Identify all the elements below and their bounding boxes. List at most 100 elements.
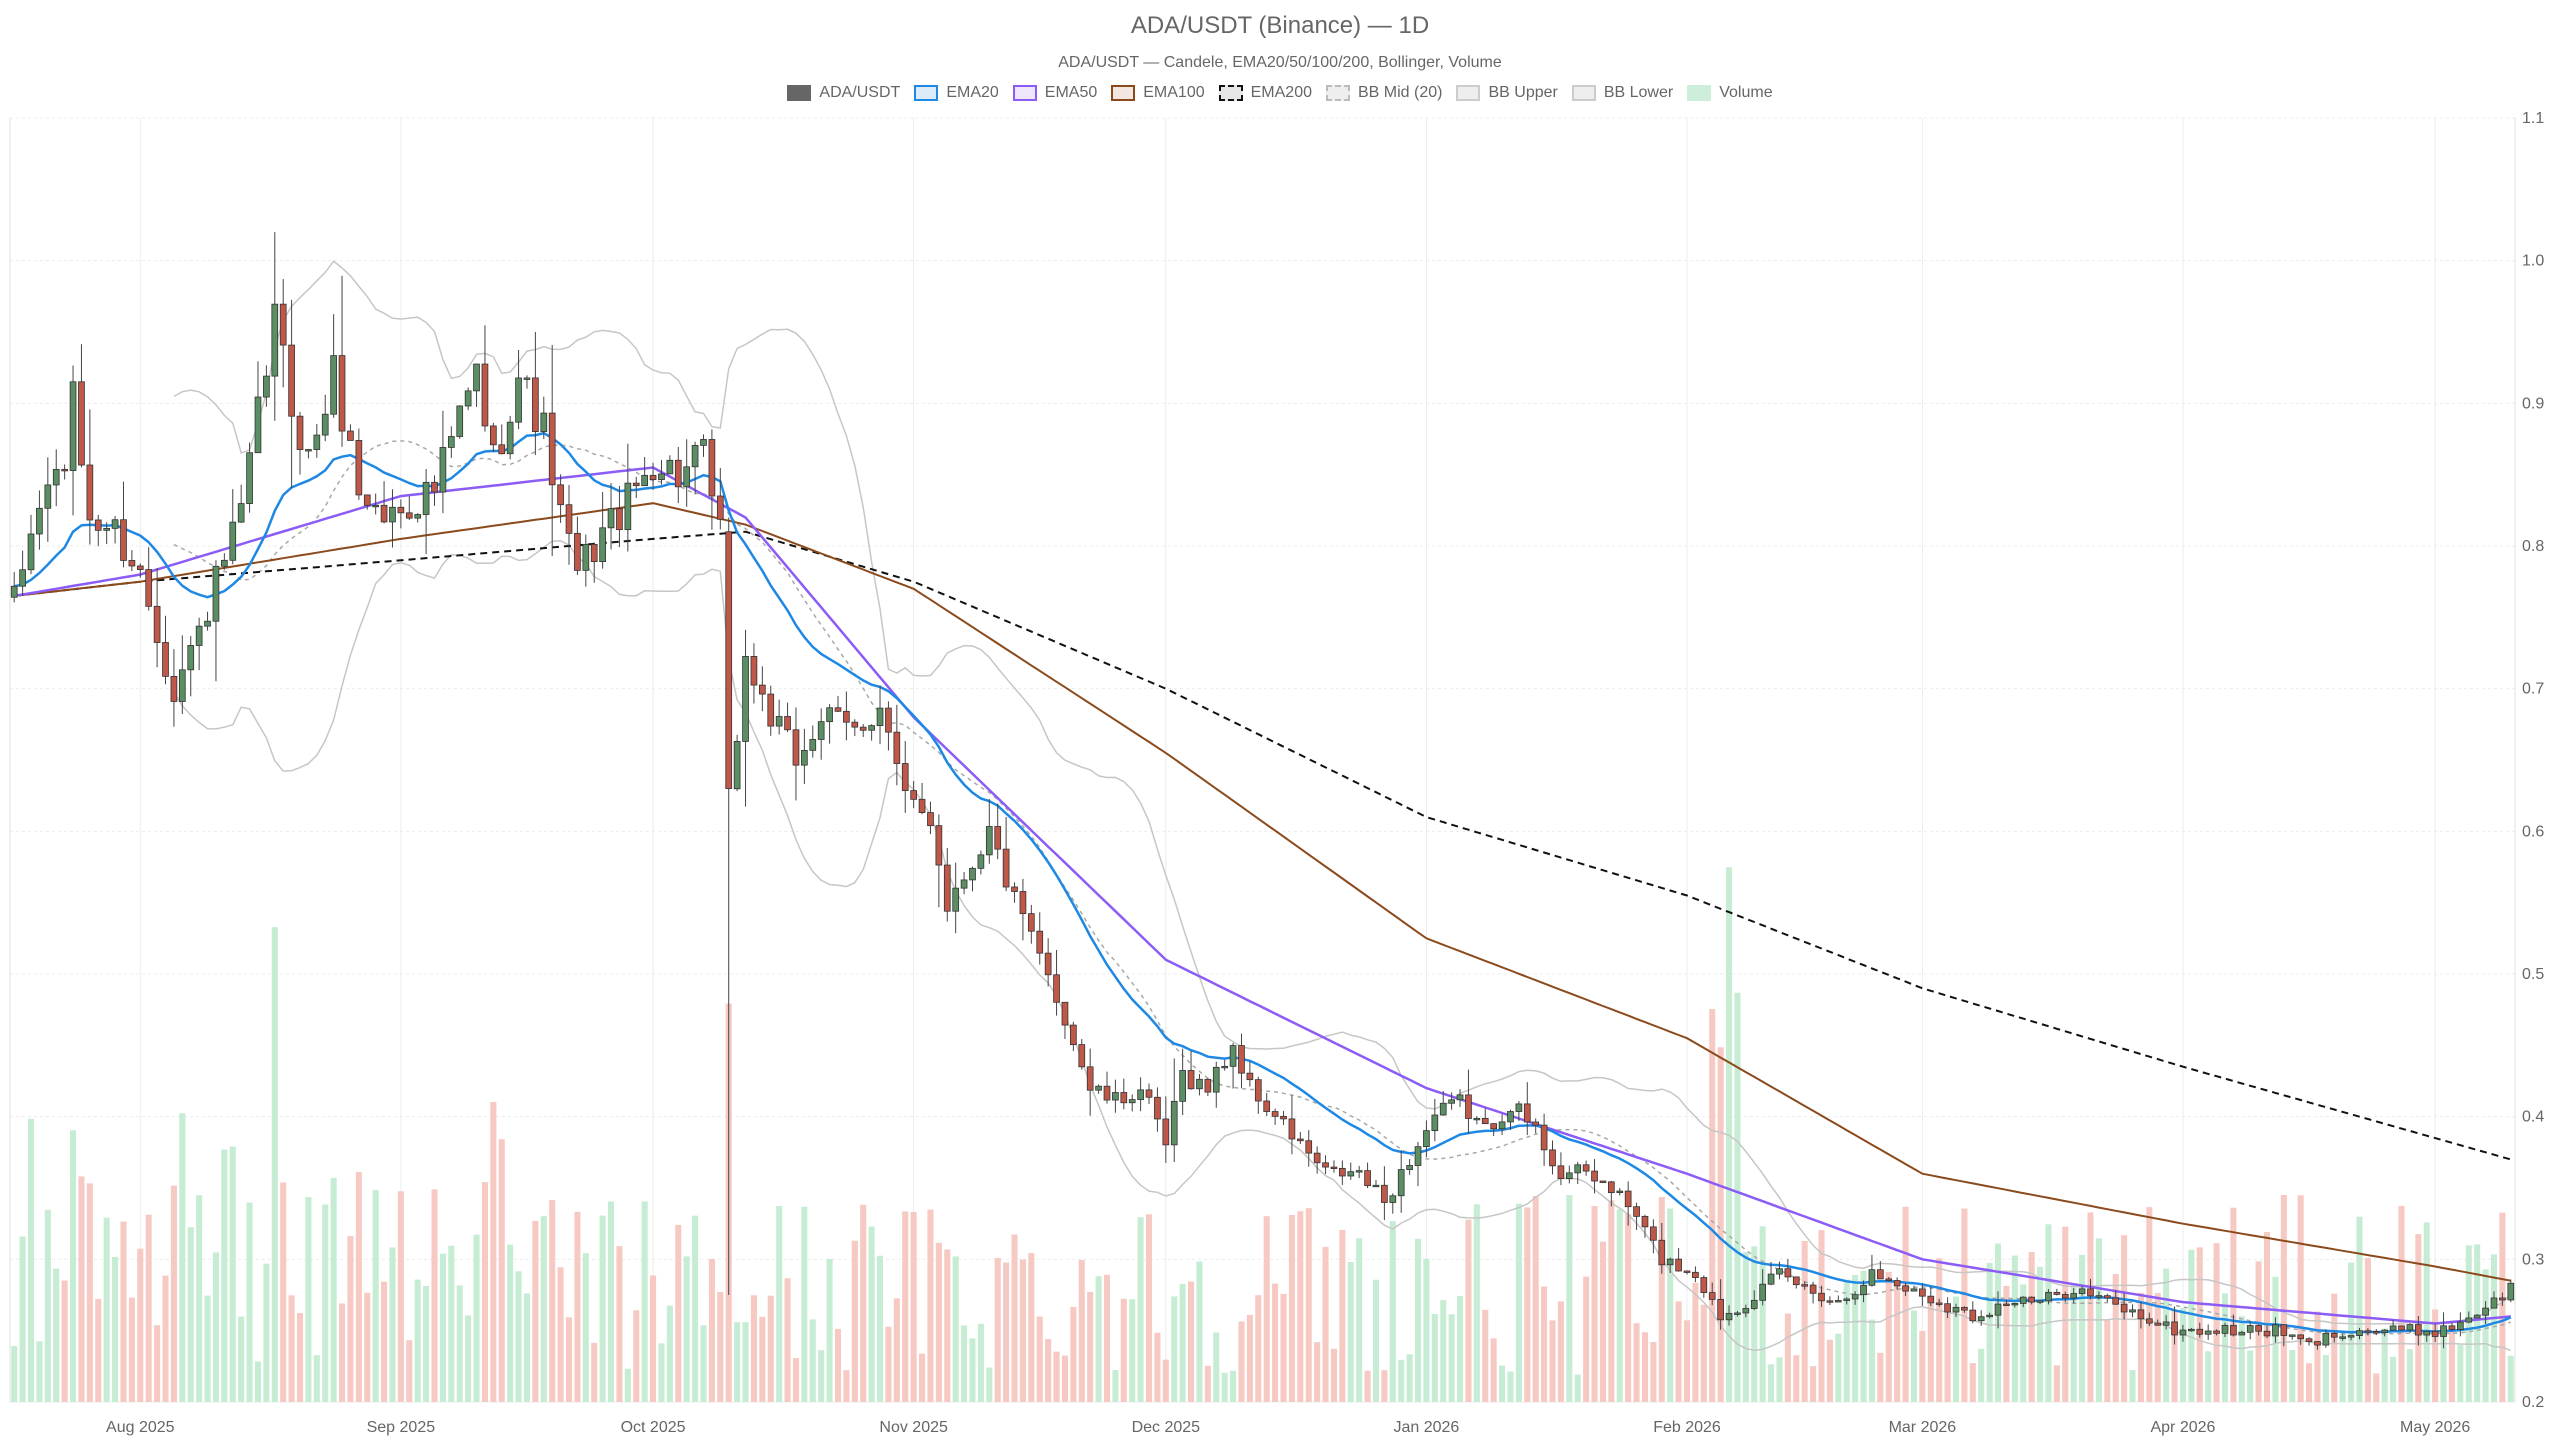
volume-bar (254, 1361, 262, 1402)
legend-item[interactable]: BB Lower (1571, 84, 1673, 102)
volume-bar (523, 1293, 530, 1402)
candle-body (674, 459, 682, 488)
volume-bar (1868, 1319, 1875, 1402)
candle-body (2322, 1332, 2330, 1346)
volume-bar (1860, 1270, 1867, 1402)
volume-bar (1440, 1300, 1447, 1402)
candle-body (1935, 1302, 1943, 1305)
candle-body (1708, 1292, 1716, 1300)
candle-body (1011, 886, 1018, 892)
volume-bar (1305, 1208, 1312, 1402)
volume-bar (423, 1286, 430, 1402)
y-tick-label: 1.0 (2522, 253, 2544, 270)
volume-bar (296, 1313, 304, 1402)
candle-body (1868, 1269, 1876, 1286)
candle-body (1969, 1309, 1977, 1322)
volume-bar (1793, 1355, 1800, 1402)
volume-bar (826, 1258, 833, 1402)
volume-bar (2087, 1212, 2094, 1402)
candle-body (212, 565, 220, 622)
candle-body (1792, 1276, 1800, 1286)
candle-body (464, 390, 472, 407)
legend-item[interactable]: EMA100 (1111, 84, 1205, 102)
volume-bar (1381, 1370, 1388, 1402)
candle-body (893, 731, 901, 764)
volume-bar (809, 1319, 816, 1402)
candle-body (801, 749, 808, 766)
volume-bar (1221, 1372, 1228, 1402)
candle-body (1759, 1283, 1767, 1301)
volume-layer (11, 867, 2514, 1402)
legend-item[interactable]: EMA50 (1012, 84, 1097, 102)
candle-body (683, 466, 691, 488)
volume-bar (95, 1298, 102, 1402)
candle-body (271, 303, 279, 377)
candle-body (1834, 1300, 1842, 1303)
candle-body (2011, 1303, 2019, 1306)
y-tick-label: 1.1 (2522, 110, 2544, 127)
legend-item[interactable]: Volume (1687, 84, 1773, 102)
chart-legend: ADA/USDT EMA20 EMA50 EMA100 EMA200 BB Mid (20… (0, 84, 2560, 102)
candle-body (78, 381, 85, 466)
candle-body (2297, 1334, 2304, 1340)
volume-bar (1213, 1332, 1220, 1402)
legend-item[interactable]: EMA20 (914, 84, 999, 102)
candle-body (246, 452, 253, 504)
volume-bar (977, 1323, 984, 1402)
candle-body (2314, 1341, 2321, 1346)
volume-bar (439, 1253, 446, 1402)
candle-body (456, 405, 464, 437)
legend-item[interactable]: ADA/USDT (787, 84, 900, 102)
volume-bar (1616, 1209, 1623, 1402)
candle-body (927, 812, 934, 827)
volume-bar (2213, 1243, 2220, 1402)
volume-bar (700, 1325, 707, 1402)
volume-bar (44, 1209, 51, 1402)
candle-body (1397, 1169, 1405, 1197)
candle-body (1204, 1078, 1212, 1093)
volume-bar (36, 1341, 43, 1402)
candle-body (1994, 1303, 2002, 1316)
volume-bar (1162, 1359, 1169, 1402)
volume-bar (1112, 1370, 1119, 1402)
volume-bar (683, 1256, 690, 1402)
candle-body (2414, 1324, 2422, 1336)
candle-body (1801, 1284, 1809, 1287)
volume-bar (986, 1367, 993, 1402)
legend-item[interactable]: EMA200 (1218, 84, 1312, 102)
candle-body (1086, 1066, 1094, 1091)
volume-bar (372, 1190, 379, 1402)
candle-body (2053, 1291, 2061, 1295)
volume-bar (1919, 1331, 1926, 1402)
legend-swatch (1571, 85, 1596, 101)
volume-bar (1171, 1296, 1178, 1402)
x-tick-label: Nov 2025 (879, 1419, 948, 1436)
candle-body (2288, 1334, 2296, 1337)
candle-body (1641, 1215, 1649, 1228)
legend-item[interactable]: BB Mid (20) (1326, 84, 1442, 102)
volume-bar (1288, 1215, 1295, 1402)
candle-body (716, 495, 724, 520)
candle-body (843, 710, 850, 723)
candle-body (977, 854, 985, 869)
candle-body (809, 739, 817, 751)
candle-body (901, 763, 909, 792)
candle-body (725, 531, 733, 789)
candle-body (204, 620, 211, 627)
candle-body (2246, 1325, 2254, 1333)
candle-body (397, 506, 405, 514)
candle-body (162, 642, 169, 677)
candle-body (1254, 1079, 1262, 1102)
candle-body (195, 625, 203, 646)
candle-body (1179, 1070, 1186, 1102)
volume-bar (1406, 1354, 1413, 1402)
candle-body (473, 363, 480, 392)
volume-bar (1196, 1261, 1203, 1402)
candle-body (36, 507, 43, 535)
candle-body (1473, 1117, 1481, 1121)
candle-body (1229, 1045, 1237, 1067)
volume-bar (2238, 1316, 2245, 1402)
volume-bar (473, 1234, 480, 1402)
legend-item[interactable]: BB Upper (1456, 84, 1558, 102)
volume-bar (1843, 1279, 1850, 1402)
